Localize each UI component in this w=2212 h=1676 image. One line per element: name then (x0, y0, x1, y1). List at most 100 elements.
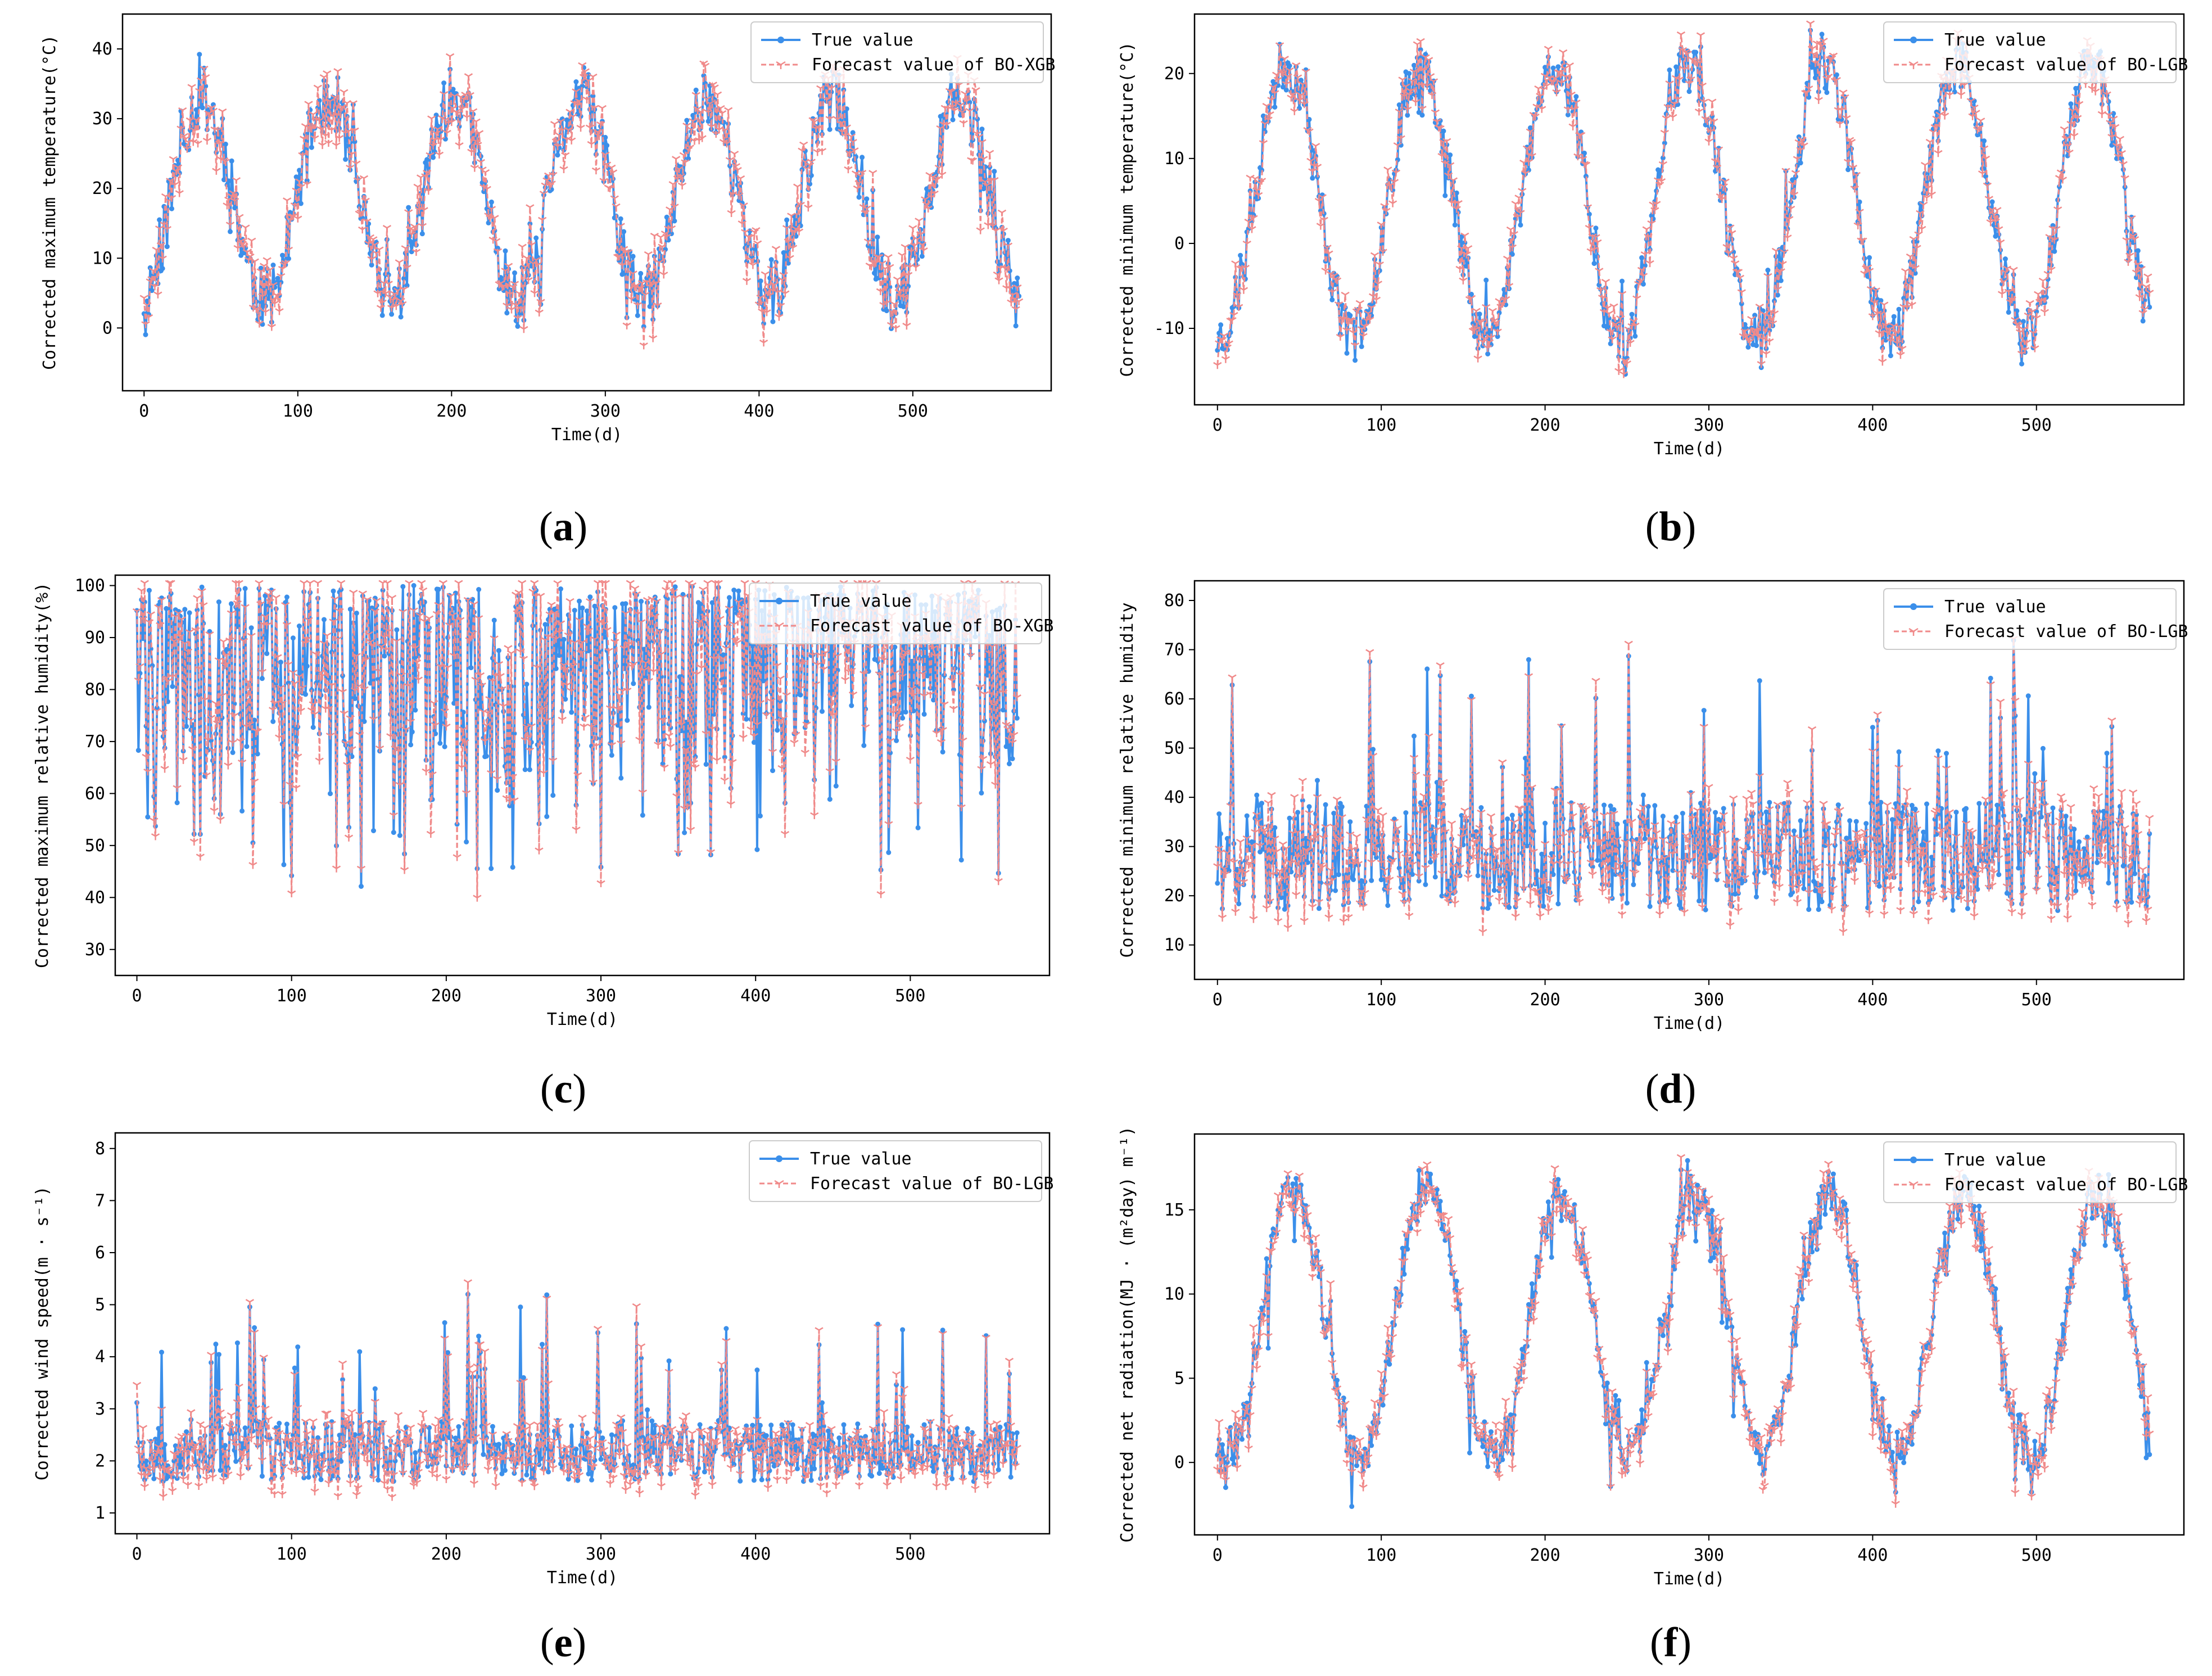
true-point (369, 262, 374, 268)
forecast-point (150, 283, 160, 291)
true-point (398, 314, 404, 320)
y-tick-label: 50 (1164, 739, 1184, 758)
true-point (230, 749, 236, 755)
forecast-point (1930, 124, 1939, 132)
forecast-point (1355, 300, 1364, 307)
true-point (586, 72, 591, 78)
legend-true-marker (1910, 603, 1917, 610)
forecast-point (748, 262, 758, 269)
true-point (1001, 707, 1006, 713)
plot-area-b (1213, 20, 2154, 378)
true-point (143, 332, 148, 337)
true-point (1896, 306, 1902, 312)
true-point (1298, 78, 1304, 83)
forecast-point (419, 207, 428, 214)
forecast-point (269, 282, 278, 289)
true-point (1015, 275, 1020, 281)
forecast-point (1686, 76, 1695, 84)
forecast-point (1712, 165, 1722, 172)
forecast-point (630, 585, 640, 593)
forecast-point (666, 206, 675, 214)
forecast-point (1342, 327, 1351, 335)
true-point (1277, 42, 1282, 47)
true-point (540, 685, 545, 690)
forecast-point (696, 109, 705, 116)
forecast-point (1488, 308, 1497, 315)
true-point (864, 196, 870, 202)
true-point (1916, 899, 1921, 905)
forecast-point (1757, 361, 1766, 368)
forecast-point (1504, 283, 1514, 290)
true-point (1259, 168, 1264, 173)
forecast-point (156, 242, 166, 250)
true-point (303, 692, 308, 697)
forecast-point (716, 105, 725, 112)
true-point (264, 650, 270, 656)
forecast-point (1265, 111, 1274, 119)
forecast-point (410, 223, 419, 231)
forecast-point (951, 100, 961, 107)
forecast-point (1817, 43, 1826, 50)
forecast-point (2073, 115, 2082, 122)
forecast-point (399, 286, 409, 293)
true-point (664, 214, 670, 220)
true-point (623, 601, 628, 607)
forecast-point (1957, 92, 1966, 99)
true-point (436, 586, 441, 592)
forecast-point (1282, 81, 1291, 88)
true-point (242, 1425, 248, 1431)
forecast-point (507, 306, 516, 314)
true-point (958, 857, 964, 863)
forecast-point (1383, 166, 1392, 174)
forecast-point (229, 190, 238, 197)
true-point (174, 800, 180, 806)
true-point (1917, 201, 1923, 206)
true-point (572, 608, 577, 613)
true-point (726, 595, 732, 600)
true-point (903, 709, 908, 715)
forecast-point (1978, 170, 1987, 178)
legend-forecast-marker (776, 61, 786, 69)
forecast-point (612, 203, 621, 210)
true-point (488, 866, 494, 871)
forecast-point (1770, 310, 1779, 318)
forecast-point (2020, 347, 2029, 354)
forecast-point (584, 78, 593, 85)
forecast-point (807, 159, 816, 166)
forecast-point (1249, 215, 1258, 222)
true-point (1573, 94, 1579, 100)
forecast-point (261, 309, 270, 316)
forecast-point (733, 166, 742, 174)
forecast-point (1527, 153, 1536, 160)
forecast-point (627, 296, 636, 304)
true-point (1526, 167, 1531, 173)
forecast-point (1598, 295, 1607, 302)
forecast-point (1699, 98, 1708, 106)
forecast-point (1806, 20, 1815, 28)
forecast-point (1532, 103, 1541, 111)
true-point (286, 680, 291, 686)
forecast-point (1920, 162, 1930, 169)
true-point (901, 304, 906, 309)
true-point (1487, 328, 1492, 333)
true-point (379, 313, 385, 318)
true-point (1333, 888, 1338, 893)
forecast-point (465, 92, 474, 100)
forecast-point (373, 290, 382, 297)
true-point (408, 742, 414, 748)
axes-frame (121, 13, 1052, 392)
forecast-point (761, 271, 770, 278)
forecast-point (961, 91, 970, 98)
x-tick-label: 0 (132, 986, 142, 1006)
forecast-point (616, 223, 625, 230)
true-point (1447, 152, 1453, 158)
true-point (239, 808, 245, 814)
forecast-point (1694, 109, 1704, 116)
true-point (1739, 301, 1744, 306)
forecast-point (455, 142, 464, 150)
forecast-point (2027, 309, 2036, 316)
forecast-point (1259, 140, 1268, 147)
forecast-point (213, 127, 223, 134)
true-point (1526, 657, 1531, 662)
forecast-point (2127, 215, 2136, 223)
